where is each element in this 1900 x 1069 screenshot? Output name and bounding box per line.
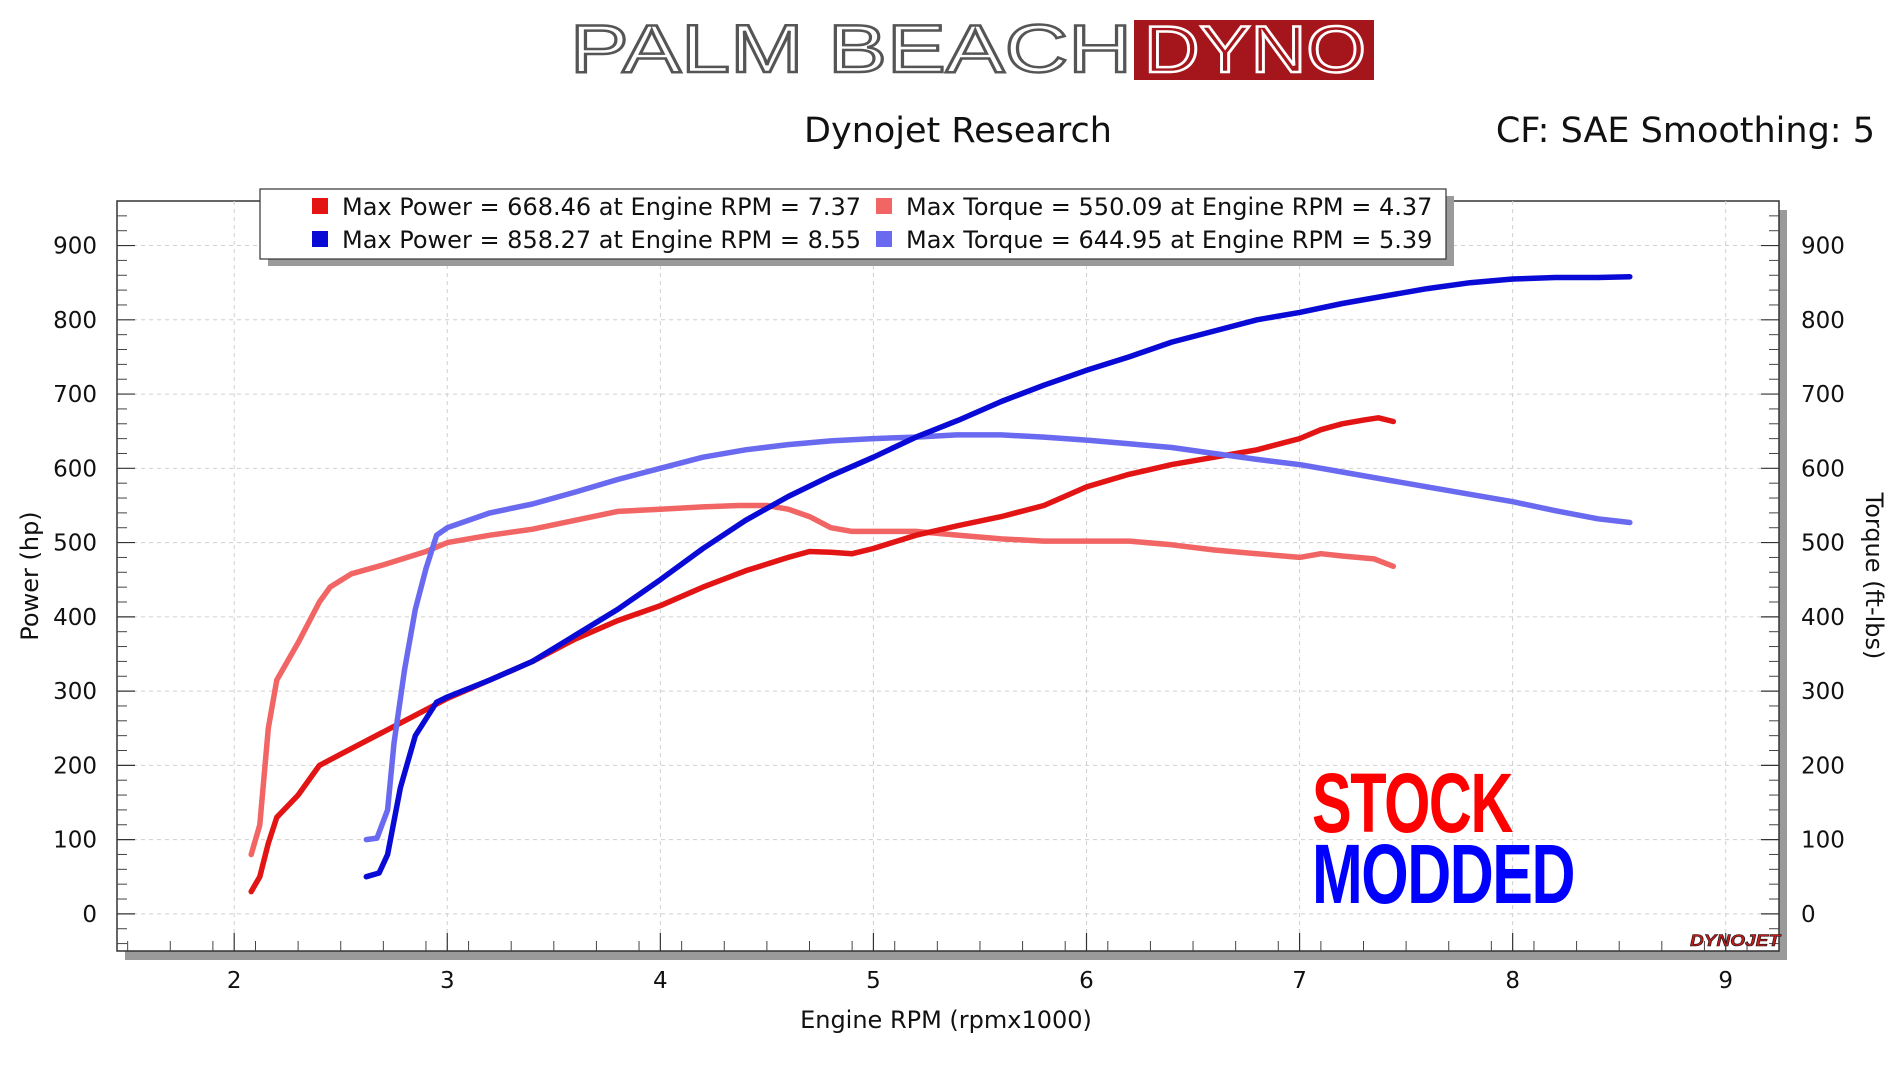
- series-layer: [248, 273, 1633, 895]
- y2-tick-label: 100: [1801, 828, 1845, 854]
- series-line-3: [363, 432, 1633, 843]
- x-axis-ticks: 2 3 4 5 6 7 8 9: [227, 968, 1733, 994]
- x-tick-label: 2: [227, 968, 242, 994]
- legend-swatch: [876, 231, 892, 247]
- y2-tick-label: 200: [1801, 753, 1845, 779]
- grid: [117, 201, 1779, 951]
- x-tick-label: 9: [1718, 968, 1733, 994]
- y2-tick-label: 600: [1801, 456, 1845, 482]
- legend-swatch: [876, 198, 892, 214]
- logo: PALM BEACH DYNO: [569, 10, 1374, 88]
- legend-swatch: [312, 198, 328, 214]
- y-tick-label: 0: [82, 902, 97, 928]
- legend-label: Max Torque = 644.95 at Engine RPM = 5.39: [906, 226, 1432, 254]
- x-tick-label: 4: [653, 968, 668, 994]
- logo-left-text: PALM BEACH: [570, 11, 1132, 87]
- legend: Max Power = 668.46 at Engine RPM = 7.37 M…: [312, 193, 1432, 254]
- legend-box: [259, 188, 1447, 260]
- y2-tick-label: 700: [1801, 382, 1845, 408]
- legend-swatch: [312, 231, 328, 247]
- series-line-1: [248, 502, 1397, 858]
- logo-right-background: [1134, 20, 1374, 80]
- y-axis-title: Power (hp): [16, 511, 44, 640]
- chart-settings: CF: SAE Smoothing: 5: [1496, 111, 1875, 151]
- y-tick-label: 100: [53, 828, 97, 854]
- stock-label: STOCK: [1312, 756, 1513, 850]
- x-axis-title: Engine RPM (rpmx1000): [800, 1006, 1092, 1034]
- series-line-4: [363, 273, 1633, 880]
- x-tick-label: 5: [866, 968, 881, 994]
- x-tick-label: 7: [1292, 968, 1307, 994]
- y-tick-label: 700: [53, 382, 97, 408]
- y2-axis-title: Torque (ft-lbs): [1860, 492, 1888, 660]
- modded-label: MODDED: [1312, 827, 1574, 921]
- y2-tick-label: 500: [1801, 531, 1845, 557]
- logo-right-text: DYNO: [1144, 12, 1366, 86]
- y-tick-label: 600: [53, 456, 97, 482]
- x-tick-label: 6: [1079, 968, 1094, 994]
- y-tick-label: 500: [53, 531, 97, 557]
- y2-tick-label: 300: [1801, 679, 1845, 705]
- y-tick-label: 800: [53, 308, 97, 334]
- y2-tick-label: 0: [1801, 902, 1816, 928]
- legend-label: Max Torque = 550.09 at Engine RPM = 4.37: [906, 193, 1432, 221]
- y-tick-label: 900: [53, 234, 97, 260]
- y2-tick-label: 900: [1801, 234, 1845, 260]
- legend-label: Max Power = 858.27 at Engine RPM = 8.55: [342, 226, 861, 254]
- x-tick-label: 3: [440, 968, 455, 994]
- x-tick-label: 8: [1505, 968, 1520, 994]
- series-line-2: [248, 415, 1397, 895]
- legend-label: Max Power = 668.46 at Engine RPM = 7.37: [342, 193, 861, 221]
- y2-tick-label: 800: [1801, 308, 1845, 334]
- dynojet-watermark: DYNOJET: [1690, 931, 1782, 950]
- y-tick-label: 200: [53, 753, 97, 779]
- minor-ticks: [117, 215, 1779, 951]
- y-axis-ticks: 0 100 200 300 400 500 600 700 800 900: [53, 234, 97, 928]
- y-tick-label: 300: [53, 679, 97, 705]
- chart-title: Dynojet Research: [804, 111, 1112, 151]
- y2-axis-ticks: 0 100 200 300 400 500 600 700 800 900: [1801, 234, 1845, 928]
- y-tick-label: 400: [53, 605, 97, 631]
- y2-tick-label: 400: [1801, 605, 1845, 631]
